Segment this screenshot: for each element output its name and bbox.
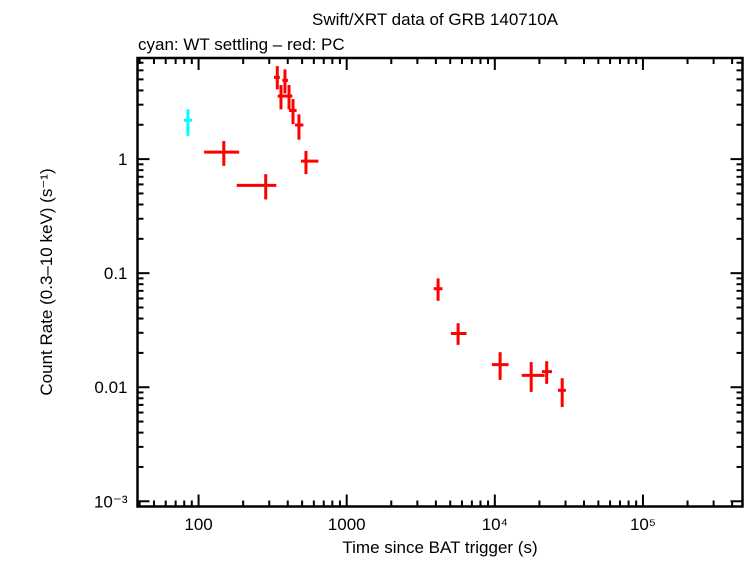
data-point <box>273 66 280 90</box>
y-tick-label: 0.1 <box>104 264 128 283</box>
plot-frame <box>136 56 744 508</box>
y-tick-label: 10⁻³ <box>94 492 128 511</box>
data-point <box>236 174 277 200</box>
data-point <box>491 352 509 380</box>
x-tick-label: 1000 <box>328 515 366 534</box>
data-point <box>183 109 193 136</box>
x-axis-label: Time since BAT trigger (s) <box>342 538 537 557</box>
data-point <box>277 85 285 110</box>
x-tick-label: 100 <box>184 515 212 534</box>
chart-subtitle: cyan: WT settling – red: PC <box>138 35 345 54</box>
data-point <box>282 69 288 94</box>
data-point <box>204 141 240 166</box>
y-tick-label: 0.01 <box>94 378 127 397</box>
data-point <box>557 378 566 408</box>
y-tick-label: 1 <box>118 150 127 169</box>
x-tick-label: 10⁵ <box>630 515 656 534</box>
y-axis-label: Count Rate (0.3–10 keV) (s⁻¹) <box>37 168 56 395</box>
x-tick-label: 10⁴ <box>482 515 508 534</box>
data-point <box>295 114 304 140</box>
series-wt-settling <box>183 109 193 136</box>
data-point <box>521 362 545 392</box>
data-point <box>284 85 293 110</box>
data-point <box>300 150 319 175</box>
chart-title: Swift/XRT data of GRB 140710A <box>312 10 559 29</box>
data-point <box>450 323 467 345</box>
data-point <box>289 99 297 125</box>
data-point <box>433 278 443 301</box>
series-pc <box>204 66 566 408</box>
data-point <box>541 361 552 384</box>
